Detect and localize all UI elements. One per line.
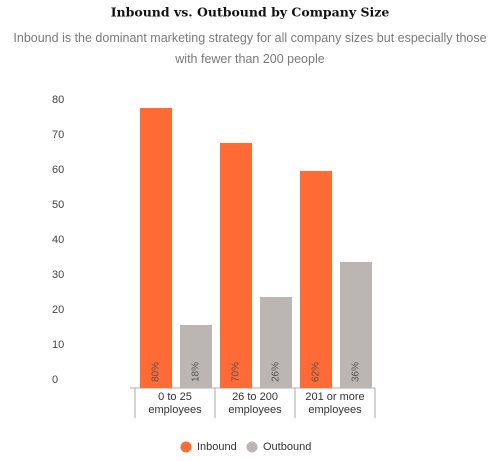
y-tick-label: 0 [52, 374, 58, 386]
bar [180, 325, 212, 388]
legend-swatch [246, 441, 258, 453]
bar [140, 108, 172, 388]
y-tick-label: 10 [52, 339, 64, 351]
value-label: 26% [271, 362, 282, 382]
chart-subtitle: Inbound is the dominant marketing strate… [13, 31, 487, 66]
y-tick-label: 60 [52, 164, 64, 176]
bar [220, 143, 252, 388]
chart-title: Inbound vs. Outbound by Company Size [111, 5, 390, 20]
value-label: 70% [231, 362, 242, 382]
value-label: 80% [151, 362, 162, 382]
y-tick-label: 50 [52, 199, 64, 211]
legend-label: Outbound [263, 441, 311, 453]
y-tick-label: 70 [52, 129, 64, 141]
x-tick-label: 26 to 200 employees [228, 391, 282, 416]
y-tick-label: 80 [52, 94, 64, 106]
x-tick-label: 0 to 25 employees [148, 391, 202, 416]
y-tick-label: 30 [52, 269, 64, 281]
bar [340, 262, 372, 388]
y-tick-label: 20 [52, 304, 64, 316]
bar [300, 171, 332, 388]
bar [260, 297, 292, 388]
value-label: 36% [351, 362, 362, 382]
x-tick-label: 201 or more employees [305, 391, 365, 416]
value-label: 18% [191, 362, 202, 382]
legend-swatch [180, 441, 192, 453]
value-label: 62% [311, 362, 322, 382]
y-tick-label: 40 [52, 234, 64, 246]
legend-label: Inbound [197, 441, 237, 453]
